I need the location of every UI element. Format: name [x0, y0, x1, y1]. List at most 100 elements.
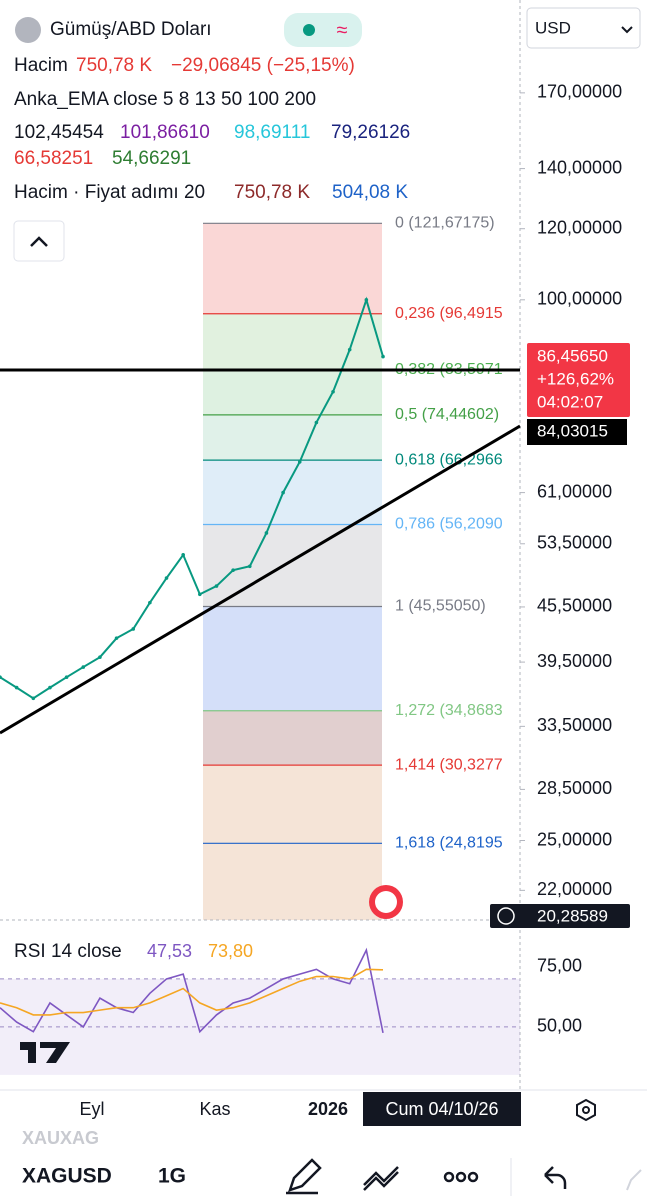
rsi-value: 47,53 [147, 941, 192, 961]
price-point [281, 490, 285, 495]
price-point [148, 600, 152, 605]
price-point [131, 627, 136, 631]
price-point [81, 665, 86, 669]
price-point [48, 685, 52, 690]
dot [467, 1171, 479, 1183]
y-tick-label: 39,50000 [537, 651, 612, 671]
ema-value: 98,69111 [234, 122, 310, 143]
fib-label: 0 (121,67175) [395, 215, 495, 232]
time-label: 2026 [308, 1099, 348, 1119]
ema-value: 79,26126 [331, 122, 410, 143]
tradingview-logo [20, 1042, 70, 1063]
y-tick-label: 25,00000 [537, 829, 612, 849]
y-tick-label: 170,00000 [537, 82, 622, 102]
price-point [198, 592, 202, 597]
last-price: 86,45650 [537, 346, 608, 365]
fib-band [203, 765, 382, 844]
rsi-ma-value: 73,80 [208, 941, 253, 961]
toolbar-symbol[interactable]: XAGUSD [22, 1165, 112, 1188]
price-point [31, 696, 36, 701]
price-line [0, 296, 384, 700]
time-label: Kas [199, 1099, 230, 1119]
rsi-tick-label: 75,00 [537, 956, 582, 976]
indicator-name: Anka_EMA close 5 8 13 50 100 200 [14, 89, 316, 110]
rsi-title: RSI 14 close [14, 941, 122, 962]
price-point [114, 636, 119, 640]
fib-label: 0,236 (96,4915 [395, 305, 503, 322]
toolbar-interval[interactable]: 1G [158, 1165, 186, 1188]
add-icon[interactable] [497, 907, 515, 925]
y-tick-label: 33,50000 [537, 715, 612, 735]
price-point [297, 460, 302, 464]
fib-band [203, 606, 382, 711]
undo-icon[interactable] [544, 1166, 567, 1189]
dot [455, 1171, 467, 1183]
fib-label: 1,414 (30,3277 [395, 756, 503, 773]
y-tick-label: 140,00000 [537, 157, 622, 177]
rsi-tick-label: 50,00 [537, 1016, 582, 1036]
time-label: Eyl [79, 1099, 104, 1119]
rsi-line [0, 968, 384, 1016]
fib-label: 0,5 (74,44602) [395, 406, 499, 423]
fib-band [203, 710, 382, 766]
symbol-icon [15, 17, 41, 43]
fib-label: 0,618 (66,2966 [395, 451, 503, 468]
chevron-icon [30, 236, 48, 247]
y-tick-label: 100,00000 [537, 289, 622, 309]
price-point [264, 531, 269, 535]
y-tick-label: 120,00000 [537, 217, 622, 237]
volume-profile-name: Hacim · Fiyat adımı 20 [14, 182, 205, 203]
price-point [98, 655, 102, 659]
market-open-dot [303, 24, 315, 36]
price-point [347, 347, 352, 352]
fib-label: 1,618 (24,8195 [395, 835, 503, 852]
dot [443, 1171, 455, 1183]
countdown: 04:02:07 [537, 392, 603, 411]
price-point [164, 576, 169, 580]
price-point [214, 584, 219, 588]
delay-icon: ≈ [337, 19, 348, 41]
settings-icon[interactable] [576, 1098, 596, 1122]
currency-select[interactable] [526, 7, 641, 49]
fib-band [203, 460, 382, 525]
redo-icon[interactable] [626, 1169, 642, 1191]
price-point [331, 389, 335, 394]
indicators-icon[interactable] [363, 1166, 399, 1191]
fib-band [203, 369, 382, 415]
fib-label: 1,272 (34,8683 [395, 702, 503, 719]
volume-profile-value: 504,08 K [332, 182, 408, 203]
currency-text: USD [535, 18, 571, 37]
price-point [181, 553, 185, 557]
fib-label: 1 (45,55050) [395, 598, 486, 615]
ema-value: 54,66291 [112, 148, 191, 169]
price-point [64, 675, 69, 679]
fib-band [203, 414, 382, 461]
ema-value: 66,58251 [14, 148, 93, 169]
line-price: 84,03015 [537, 421, 608, 440]
date-tag-text: Cum 04/10/26 [385, 1099, 498, 1119]
more-icon[interactable] [443, 1171, 479, 1183]
collapse-button[interactable] [13, 220, 65, 262]
time-axis: Eyl Kas 2026 [79, 1099, 348, 1119]
fib-label: 0,786 (56,2090 [395, 516, 503, 533]
draw-icon[interactable] [286, 1158, 322, 1195]
date-tag [363, 1092, 521, 1126]
ema-value: 101,86610 [120, 122, 210, 143]
dropdown-icon [621, 26, 633, 34]
line-price-tag [527, 419, 627, 445]
volume-ma-tag [490, 904, 630, 928]
volume-label: Hacim [14, 55, 68, 76]
price-change: +126,62% [537, 369, 614, 388]
rsi-pane: 75,00 50,00 [0, 947, 582, 1075]
fib-band [203, 524, 382, 607]
price-point [364, 298, 369, 302]
status-pill[interactable] [284, 13, 362, 47]
volume-profile-value: 750,78 K [234, 182, 310, 203]
flag-icon [375, 891, 397, 913]
trend-line [0, 424, 521, 735]
volume-ma-price: 20,28589 [537, 906, 608, 925]
price-point [231, 568, 235, 572]
fib-band [203, 843, 382, 920]
